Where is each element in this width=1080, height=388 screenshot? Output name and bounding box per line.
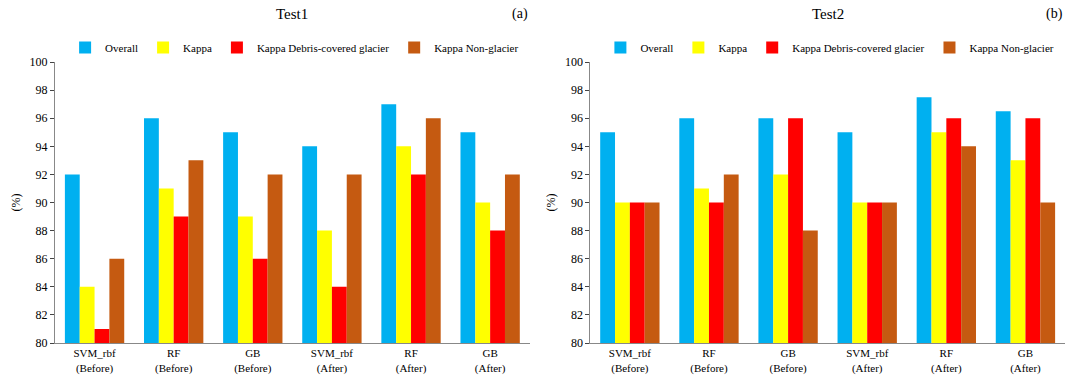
svg-text:90: 90 <box>36 196 48 210</box>
svg-text:100: 100 <box>30 55 48 69</box>
svg-text:88: 88 <box>36 224 48 238</box>
svg-text:80: 80 <box>36 336 48 350</box>
svg-text:GB(Before): GB(Before) <box>234 347 272 374</box>
svg-text:RF(Before): RF(Before) <box>690 347 728 374</box>
svg-text:GB(Before): GB(Before) <box>769 347 807 374</box>
svg-text:96: 96 <box>571 111 583 125</box>
svg-text:(b): (b) <box>1046 6 1063 22</box>
svg-text:Overall: Overall <box>640 42 673 54</box>
svg-text:86: 86 <box>571 252 583 266</box>
svg-text:90: 90 <box>571 196 583 210</box>
svg-text:92: 92 <box>571 168 583 182</box>
svg-text:Kappa Debris-covered glacier: Kappa Debris-covered glacier <box>792 42 924 54</box>
svg-text:94: 94 <box>36 140 48 154</box>
svg-text:SVM_rbf(Before): SVM_rbf(Before) <box>73 347 116 374</box>
svg-text:SVM_rbf(Before): SVM_rbf(Before) <box>609 347 652 374</box>
svg-text:84: 84 <box>571 280 583 294</box>
svg-text:Overall: Overall <box>105 42 138 54</box>
svg-text:82: 82 <box>36 308 48 322</box>
svg-text:98: 98 <box>571 83 583 97</box>
svg-text:84: 84 <box>36 280 48 294</box>
svg-text:Kappa Debris-covered glacier: Kappa Debris-covered glacier <box>257 42 389 54</box>
svg-text:Kappa Non-glacier: Kappa Non-glacier <box>434 42 518 54</box>
svg-text:96: 96 <box>36 111 48 125</box>
svg-text:RF(Before): RF(Before) <box>155 347 193 374</box>
svg-text:(%): (%) <box>9 194 23 212</box>
svg-text:80: 80 <box>571 336 583 350</box>
svg-text:94: 94 <box>571 140 583 154</box>
svg-text:RF(After): RF(After) <box>396 347 427 374</box>
svg-text:Kappa: Kappa <box>718 42 747 54</box>
svg-text:Kappa Non-glacier: Kappa Non-glacier <box>969 42 1053 54</box>
svg-text:Test2: Test2 <box>812 6 844 22</box>
svg-text:82: 82 <box>571 308 583 322</box>
svg-text:SVM_rbf(After): SVM_rbf(After) <box>846 347 889 374</box>
svg-text:86: 86 <box>36 252 48 266</box>
svg-text:SVM_rbf(After): SVM_rbf(After) <box>311 347 354 374</box>
svg-text:Test1: Test1 <box>276 6 308 22</box>
svg-text:(%): (%) <box>544 194 558 212</box>
svg-text:GB(After): GB(After) <box>1010 347 1041 374</box>
svg-text:88: 88 <box>571 224 583 238</box>
svg-text:GB(After): GB(After) <box>475 347 506 374</box>
svg-text:98: 98 <box>36 83 48 97</box>
svg-text:(a): (a) <box>512 6 528 22</box>
svg-text:RF(After): RF(After) <box>931 347 962 374</box>
svg-text:100: 100 <box>565 55 583 69</box>
svg-text:Kappa: Kappa <box>183 42 212 54</box>
svg-text:92: 92 <box>36 168 48 182</box>
